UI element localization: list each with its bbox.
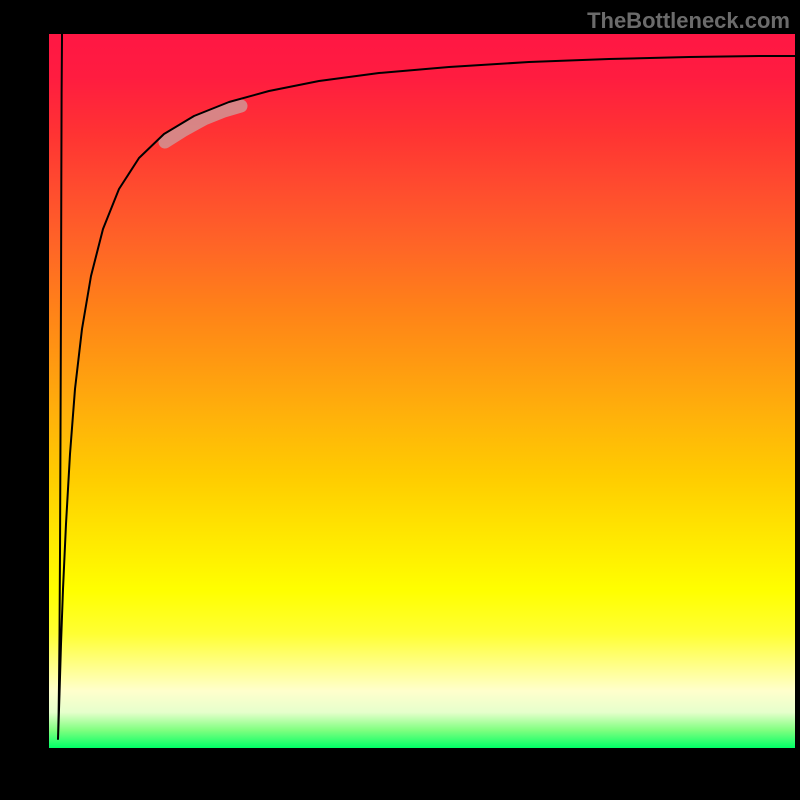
- watermark-text: TheBottleneck.com: [587, 8, 790, 34]
- curve-layer: [49, 34, 795, 748]
- chart-container: TheBottleneck.com: [0, 0, 800, 800]
- plot-area: [49, 34, 795, 748]
